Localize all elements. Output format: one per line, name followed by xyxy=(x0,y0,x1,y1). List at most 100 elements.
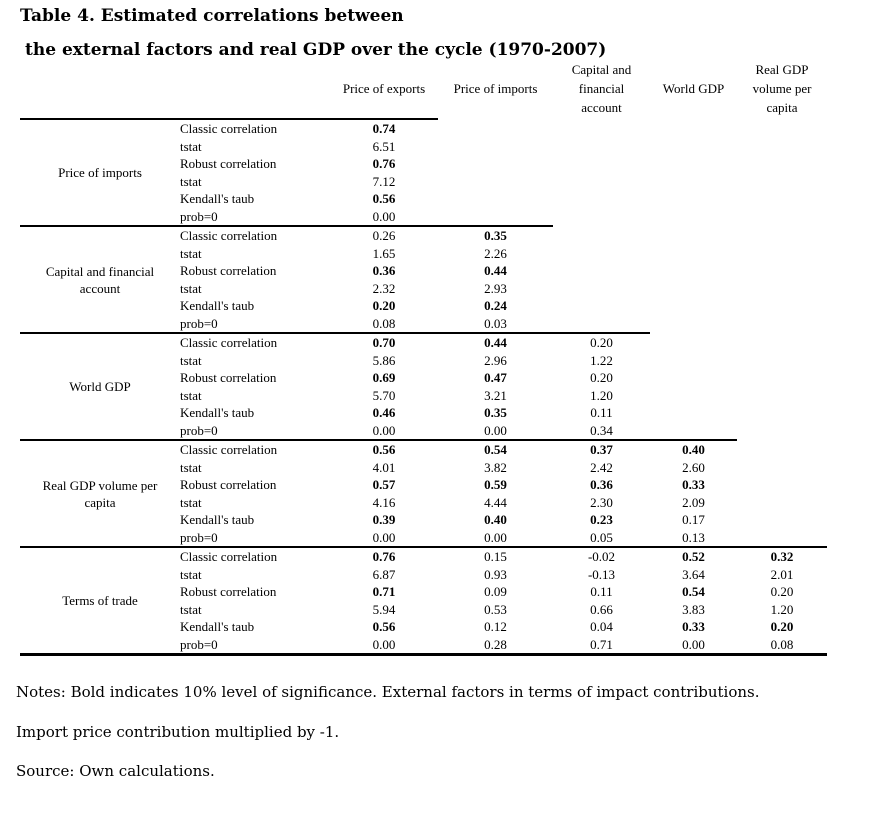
value-cell: 0.20 xyxy=(372,298,396,313)
value-cell: 2.32 xyxy=(372,280,396,296)
value-cell: 6.87 xyxy=(372,566,396,582)
value-cell: 0.69 xyxy=(372,370,396,385)
table-row: Kendall's taub 0.46 0.35 0.11 xyxy=(180,404,827,422)
table-row: Kendall's taub 0.20 0.24 xyxy=(180,297,827,315)
table-rule-divider xyxy=(20,546,827,548)
table-row: Classic correlation 0.56 0.54 0.37 0.40 xyxy=(180,441,827,459)
stat-label: Kendall's taub xyxy=(180,405,255,420)
stat-label: tstat xyxy=(180,387,202,403)
row-group-label: Price of imports xyxy=(58,165,142,180)
value-cell: 3.64 xyxy=(682,566,705,582)
value-cell: 0.15 xyxy=(484,549,507,564)
value-cell: 0.20 xyxy=(770,619,794,634)
row-group-rows: Classic correlation 0.74 tstat 6.51 Robust c… xyxy=(180,120,827,225)
value-cell: 0.36 xyxy=(372,263,396,278)
table-row: Robust correlation 0.76 xyxy=(180,155,827,173)
value-cell: 2.26 xyxy=(484,245,507,261)
value-cell: 0.03 xyxy=(484,315,507,331)
stat-label: Robust correlation xyxy=(180,584,277,599)
value-cell: 2.30 xyxy=(590,494,613,510)
row-group-rows: Classic correlation 0.26 0.35 tstat 1.65 2.26… xyxy=(180,227,827,332)
table-rule-divider xyxy=(20,225,553,227)
table-row: prob=0 0.00 0.28 0.71 0.00 0.08 xyxy=(180,636,827,654)
value-cell: 0.66 xyxy=(590,601,613,617)
value-cell: 0.11 xyxy=(590,584,613,599)
value-cell: 0.52 xyxy=(682,549,705,564)
column-header: Real GDP volume per capita xyxy=(752,61,812,115)
value-cell: 6.51 xyxy=(372,138,396,154)
table-row: tstat 5.94 0.53 0.66 3.83 1.20 xyxy=(180,601,827,619)
value-cell: 0.56 xyxy=(372,191,396,206)
value-cell: 3.21 xyxy=(484,387,507,403)
table-row: Kendall's taub 0.39 0.40 0.23 0.17 xyxy=(180,511,827,529)
value-cell: 3.82 xyxy=(484,459,507,475)
value-cell: 2.09 xyxy=(682,494,705,510)
row-group: Price of imports Classic correlation 0.74 t… xyxy=(20,120,827,225)
value-cell: 0.28 xyxy=(484,636,507,652)
value-cell: 0.59 xyxy=(484,477,507,492)
value-cell: 0.47 xyxy=(484,370,507,385)
value-cell: 4.16 xyxy=(372,494,396,510)
value-cell: 0.40 xyxy=(484,512,507,527)
table-row: Classic correlation 0.74 xyxy=(180,120,827,138)
value-cell: 2.42 xyxy=(590,459,613,475)
stat-label: prob=0 xyxy=(180,208,218,224)
table-rule-divider xyxy=(20,439,737,441)
stat-label: Kendall's taub xyxy=(180,512,255,527)
stat-label: Robust correlation xyxy=(180,370,277,385)
value-cell: 0.34 xyxy=(590,422,613,438)
value-cell: 0.32 xyxy=(770,549,794,564)
value-cell: 1.20 xyxy=(770,601,794,617)
stat-label: Classic correlation xyxy=(180,121,278,136)
value-cell: 0.76 xyxy=(372,549,396,564)
table-title-line1: Table 4. Estimated correlations between xyxy=(20,6,404,26)
column-header: Price of exports xyxy=(342,80,426,96)
value-cell: 0.46 xyxy=(372,405,396,420)
stat-label: tstat xyxy=(180,494,202,510)
header-spacer xyxy=(20,58,330,118)
value-cell: 0.20 xyxy=(770,584,794,599)
value-cell: 0.11 xyxy=(590,405,613,420)
stat-label: prob=0 xyxy=(180,422,218,438)
row-group-label: Capital and financial account xyxy=(45,263,155,296)
table-row: Classic correlation 0.70 0.44 0.20 xyxy=(180,334,827,352)
notes-line-source: Source: Own calculations. xyxy=(16,762,215,780)
stat-label: Classic correlation xyxy=(180,335,278,350)
value-cell: 4.01 xyxy=(372,459,396,475)
table-row: Robust correlation 0.36 0.44 xyxy=(180,262,827,280)
value-cell: 0.00 xyxy=(484,422,507,438)
value-cell: 0.08 xyxy=(770,636,794,652)
row-group: Terms of trade Classic correlation 0.76 0.1… xyxy=(20,548,827,653)
value-cell: 0.74 xyxy=(372,121,396,136)
value-cell: 0.39 xyxy=(372,512,396,527)
stat-label: tstat xyxy=(180,566,202,582)
value-cell: 0.76 xyxy=(372,156,396,171)
column-header: Capital and financial account xyxy=(571,61,632,115)
value-cell: 0.35 xyxy=(484,228,507,243)
value-cell: 0.44 xyxy=(484,335,507,350)
value-cell: 5.70 xyxy=(372,387,396,403)
value-cell: 0.71 xyxy=(590,636,613,652)
row-group-rows: Classic correlation 0.70 0.44 0.20 tstat 5.86… xyxy=(180,334,827,439)
row-group-rows: Classic correlation 0.76 0.15 -0.02 0.52 0.32… xyxy=(180,548,827,653)
value-cell: 0.53 xyxy=(484,601,507,617)
value-cell: 0.05 xyxy=(590,529,613,545)
value-cell: 0.00 xyxy=(372,636,396,652)
stat-label: Robust correlation xyxy=(180,156,277,171)
value-cell: 1.65 xyxy=(372,245,396,261)
row-group: World GDP Classic correlation 0.70 0.44 0.20… xyxy=(20,334,827,439)
value-cell: 0.00 xyxy=(372,529,396,545)
row-group-label: Real GDP volume per capita xyxy=(42,477,158,510)
value-cell: 0.20 xyxy=(590,370,613,385)
column-header: Price of imports xyxy=(453,80,538,96)
value-cell: 2.96 xyxy=(484,352,507,368)
table-row: tstat 7.12 xyxy=(180,173,827,191)
table-row: prob=0 0.00 xyxy=(180,208,827,226)
stat-label: Classic correlation xyxy=(180,442,278,457)
table-rule-divider xyxy=(20,332,650,334)
value-cell: 0.08 xyxy=(372,315,396,331)
value-cell: 0.54 xyxy=(682,584,705,599)
stat-label: prob=0 xyxy=(180,529,218,545)
stat-label: Kendall's taub xyxy=(180,298,255,313)
value-cell: 0.00 xyxy=(682,636,705,652)
